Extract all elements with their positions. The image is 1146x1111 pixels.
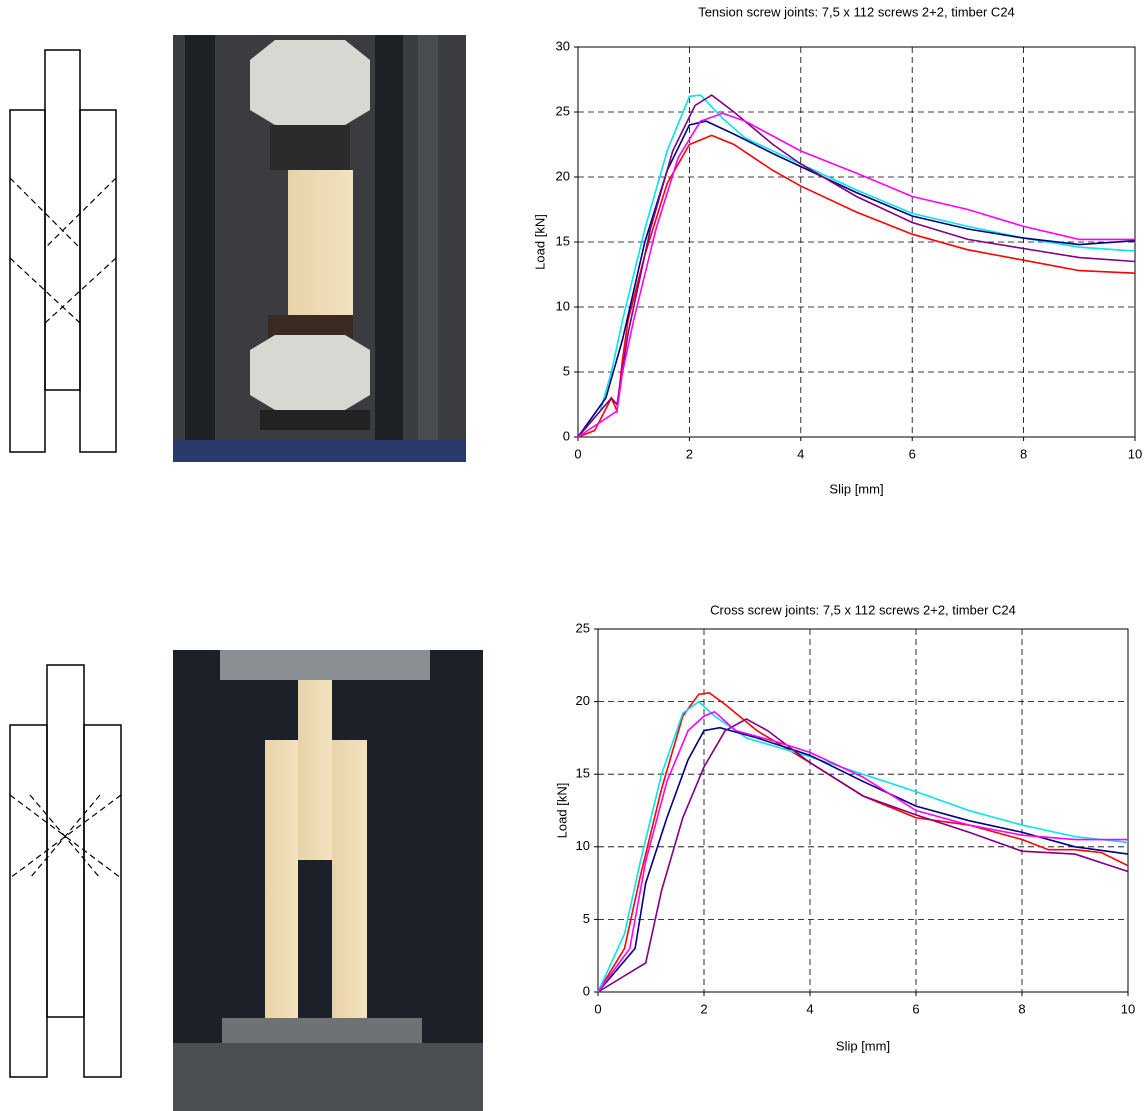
- x-tick-label: 10: [1128, 446, 1142, 461]
- x-tick-label: 8: [1020, 446, 1027, 461]
- data-line: [598, 719, 1128, 992]
- y-axis-label: Load [kN]: [532, 214, 547, 270]
- x-tick-label: 8: [1018, 1001, 1025, 1016]
- y-tick-label: 0: [563, 428, 570, 443]
- y-tick-label: 20: [556, 168, 570, 183]
- y-tick-label: 0: [583, 983, 590, 998]
- cross-diagram: [10, 665, 121, 1077]
- y-tick-label: 5: [563, 363, 570, 378]
- tension-diagram: [10, 50, 116, 452]
- y-tick-label: 5: [583, 911, 590, 926]
- data-line: [598, 728, 1128, 992]
- x-tick-label: 10: [1121, 1001, 1135, 1016]
- y-tick-label: 25: [576, 620, 590, 635]
- data-line: [578, 135, 1135, 437]
- y-tick-label: 10: [556, 298, 570, 313]
- x-tick-label: 2: [700, 1001, 707, 1016]
- x-axis-label: Slip [mm]: [829, 481, 883, 496]
- figure: Tension screw joints: 7,5 x 112 screws 2…: [0, 0, 1146, 1111]
- x-tick-label: 0: [594, 1001, 601, 1016]
- y-tick-label: 30: [556, 38, 570, 53]
- x-tick-label: 6: [909, 446, 916, 461]
- data-line: [598, 693, 1128, 992]
- x-tick-label: 4: [806, 1001, 813, 1016]
- x-tick-label: 6: [912, 1001, 919, 1016]
- y-tick-label: 15: [576, 766, 590, 781]
- x-tick-label: 0: [574, 446, 581, 461]
- y-tick-label: 20: [576, 693, 590, 708]
- y-tick-label: 15: [556, 233, 570, 248]
- tension-test-photo: [173, 35, 466, 462]
- x-tick-label: 4: [797, 446, 804, 461]
- cross-test-photo: [173, 650, 483, 1111]
- data-line: [578, 113, 1135, 437]
- y-tick-label: 25: [556, 103, 570, 118]
- y-tick-label: 10: [576, 838, 590, 853]
- x-tick-label: 2: [686, 446, 693, 461]
- plot-border: [598, 629, 1128, 992]
- chart-title: Tension screw joints: 7,5 x 112 screws 2…: [698, 4, 1015, 19]
- page: Tension screw joints: 7,5 x 112 screws 2…: [0, 0, 1146, 1111]
- x-axis-label: Slip [mm]: [836, 1038, 890, 1053]
- chart-title: Cross screw joints: 7,5 x 112 screws 2+2…: [710, 602, 1016, 617]
- y-axis-label: Load [kN]: [554, 783, 569, 839]
